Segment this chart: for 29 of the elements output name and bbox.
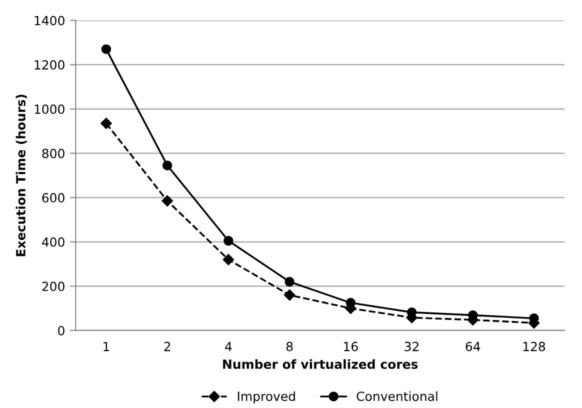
y-tick-label: 0 — [58, 326, 64, 336]
point — [162, 195, 173, 207]
x-tick-label: 8 — [286, 342, 293, 352]
x-tick-label: 128 — [523, 342, 546, 352]
point — [284, 289, 296, 301]
point — [224, 236, 234, 246]
point — [100, 118, 112, 129]
point — [162, 160, 172, 170]
x-tick-label: 1 — [104, 342, 110, 352]
y-tick-label: 200 — [42, 282, 64, 292]
point — [284, 276, 294, 287]
y-axis-title: Execution Time (hours) — [16, 94, 27, 256]
x-axis-title: Number of virtualized cores — [223, 359, 418, 369]
x-tick-label: 2 — [164, 342, 170, 352]
x-tick-label: 64 — [466, 342, 480, 352]
y-tick-label: 1000 — [34, 104, 64, 114]
point — [222, 254, 234, 266]
legend-label: Improved — [238, 391, 295, 404]
point — [346, 298, 356, 308]
legend-label: Conventional — [356, 391, 438, 402]
y-tick-label: 1400 — [34, 16, 64, 26]
y-tick-label: 800 — [42, 148, 64, 158]
x-tick-label: 16 — [344, 342, 358, 352]
y-tick-label: 600 — [42, 193, 64, 203]
y-tick-label: 1200 — [34, 60, 64, 70]
x-tick-label: 4 — [225, 342, 232, 352]
x-tick-label: 32 — [404, 342, 418, 352]
y-tick-label: 400 — [42, 237, 64, 247]
point — [101, 44, 112, 54]
